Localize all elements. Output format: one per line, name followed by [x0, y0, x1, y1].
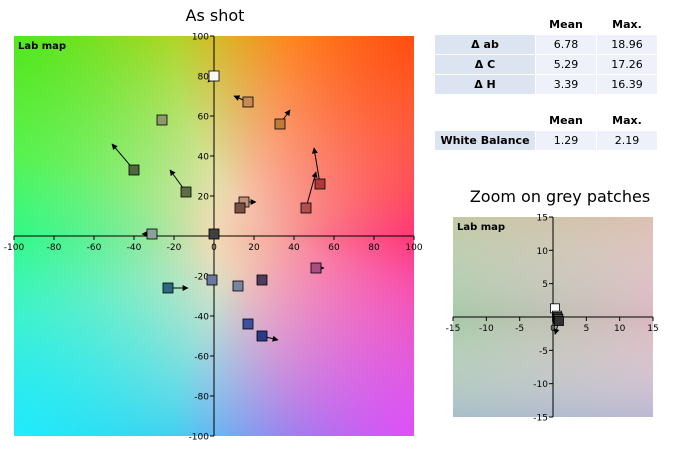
error-arrow — [311, 147, 321, 185]
row-label: Δ C — [434, 54, 536, 75]
table-header-max: Max. — [596, 14, 658, 35]
table-row: Δ C 5.29 17.26 — [434, 54, 658, 75]
table-header-mean: Mean — [535, 110, 597, 131]
row-max: 2.19 — [596, 130, 658, 151]
table-header-row: Mean Max. — [434, 14, 658, 35]
y-tick-label: 60 — [198, 113, 210, 123]
zoom-data-markers — [550, 303, 564, 335]
row-label: Δ H — [434, 74, 536, 95]
data-point-marker — [234, 202, 246, 214]
data-point-marker — [162, 282, 174, 294]
x-tick-label: -5 — [515, 324, 524, 334]
x-tick-label: 40 — [288, 243, 300, 253]
x-tick-label: 0 — [211, 243, 217, 253]
table-header-blank — [434, 14, 536, 35]
data-point-marker — [146, 228, 158, 240]
y-tick-label: -15 — [533, 414, 548, 424]
row-mean: 1.29 — [535, 130, 597, 151]
zoom-lab-map-chart: Lab map -15 -10 -5 0 5 10 15 -15 -10 -5 5 10 15 — [446, 214, 659, 424]
data-point-marker — [206, 274, 218, 286]
table-header-row: Mean Max. — [434, 110, 658, 131]
data-point-marker — [232, 280, 244, 292]
data-point-marker — [314, 178, 326, 190]
x-tick-label: -100 — [4, 243, 25, 253]
error-arrow — [305, 171, 318, 209]
data-point-marker — [274, 118, 286, 130]
row-max: 17.26 — [596, 54, 658, 75]
y-tick-label: 10 — [537, 247, 549, 257]
x-tick-label: -80 — [47, 243, 62, 253]
data-point-marker — [208, 228, 220, 240]
row-mean: 5.29 — [535, 54, 597, 75]
x-tick-label: 15 — [647, 324, 658, 334]
delta-stats-table: Mean Max. Δ ab 6.78 18.96 Δ C 5.29 17.26… — [434, 14, 658, 95]
tick-labels: -100 -80 -60 -40 -20 0 20 40 60 80 100 -100 -80 -60 -4… — [4, 33, 423, 443]
plot-label: Lab map — [18, 41, 66, 52]
x-tick-label: 60 — [328, 243, 340, 253]
x-tick-label: 10 — [614, 324, 626, 334]
y-tick-label: -40 — [194, 313, 209, 323]
y-tick-label: 40 — [198, 153, 210, 163]
data-point-marker — [256, 330, 268, 342]
table-row: Δ H 3.39 16.39 — [434, 74, 658, 95]
y-tick-label: 5 — [542, 280, 548, 290]
row-max: 16.39 — [596, 74, 658, 95]
y-tick-label: 15 — [537, 214, 548, 224]
y-tick-label: -60 — [194, 353, 209, 363]
data-point-marker — [554, 316, 564, 326]
data-point-marker — [256, 274, 268, 286]
main-chart-title: As shot — [185, 6, 245, 25]
table-header-max: Max. — [596, 110, 658, 131]
y-tick-label: -100 — [189, 433, 210, 443]
row-label: White Balance — [434, 130, 536, 151]
data-point-marker — [180, 186, 192, 198]
y-tick-label: 100 — [192, 33, 209, 43]
data-point-marker — [156, 114, 168, 126]
x-tick-label: -20 — [167, 243, 182, 253]
data-markers — [111, 70, 326, 342]
x-tick-label: 80 — [368, 243, 380, 253]
zoom-plot-label: Lab map — [457, 222, 505, 233]
row-max: 18.96 — [596, 34, 658, 55]
x-tick-label: 100 — [405, 243, 422, 253]
table-row: Δ ab 6.78 18.96 — [434, 34, 658, 55]
x-tick-label: -15 — [446, 324, 461, 334]
y-tick-label: 20 — [198, 193, 210, 203]
x-tick-label: -10 — [479, 324, 494, 334]
data-point-marker — [208, 70, 220, 82]
x-tick-label: -60 — [87, 243, 102, 253]
row-label: Δ ab — [434, 34, 536, 55]
lab-map-chart: Lab map -100 -80 -60 -40 -20 0 20 40 60 80 100-100… — [4, 33, 423, 443]
y-tick-label: -5 — [539, 347, 548, 357]
y-tick-label: -10 — [533, 380, 548, 390]
data-point-marker — [300, 202, 312, 214]
data-point-marker — [242, 96, 254, 108]
data-point-marker — [242, 318, 254, 330]
x-tick-label: 20 — [248, 243, 260, 253]
zoom-tick-labels: -15 -10 -5 0 5 10 15 -15 -10 -5 5 10 15 — [446, 214, 659, 424]
y-tick-label: -80 — [194, 393, 209, 403]
x-tick-label: -40 — [127, 243, 142, 253]
table-row: White Balance 1.29 2.19 — [434, 130, 658, 151]
zoom-chart-title: Zoom on grey patches — [469, 187, 651, 206]
x-tick-label: 0 — [550, 324, 556, 334]
table-header-blank — [434, 110, 536, 131]
row-mean: 6.78 — [535, 34, 597, 55]
y-tick-label: 80 — [198, 73, 210, 83]
table-header-mean: Mean — [535, 14, 597, 35]
data-point-marker — [128, 164, 140, 176]
data-point-marker — [310, 262, 322, 274]
row-mean: 3.39 — [535, 74, 597, 95]
x-tick-label: 5 — [583, 324, 589, 334]
y-tick-label: -20 — [194, 273, 209, 283]
white-balance-table: Mean Max. White Balance 1.29 2.19 — [434, 110, 658, 151]
